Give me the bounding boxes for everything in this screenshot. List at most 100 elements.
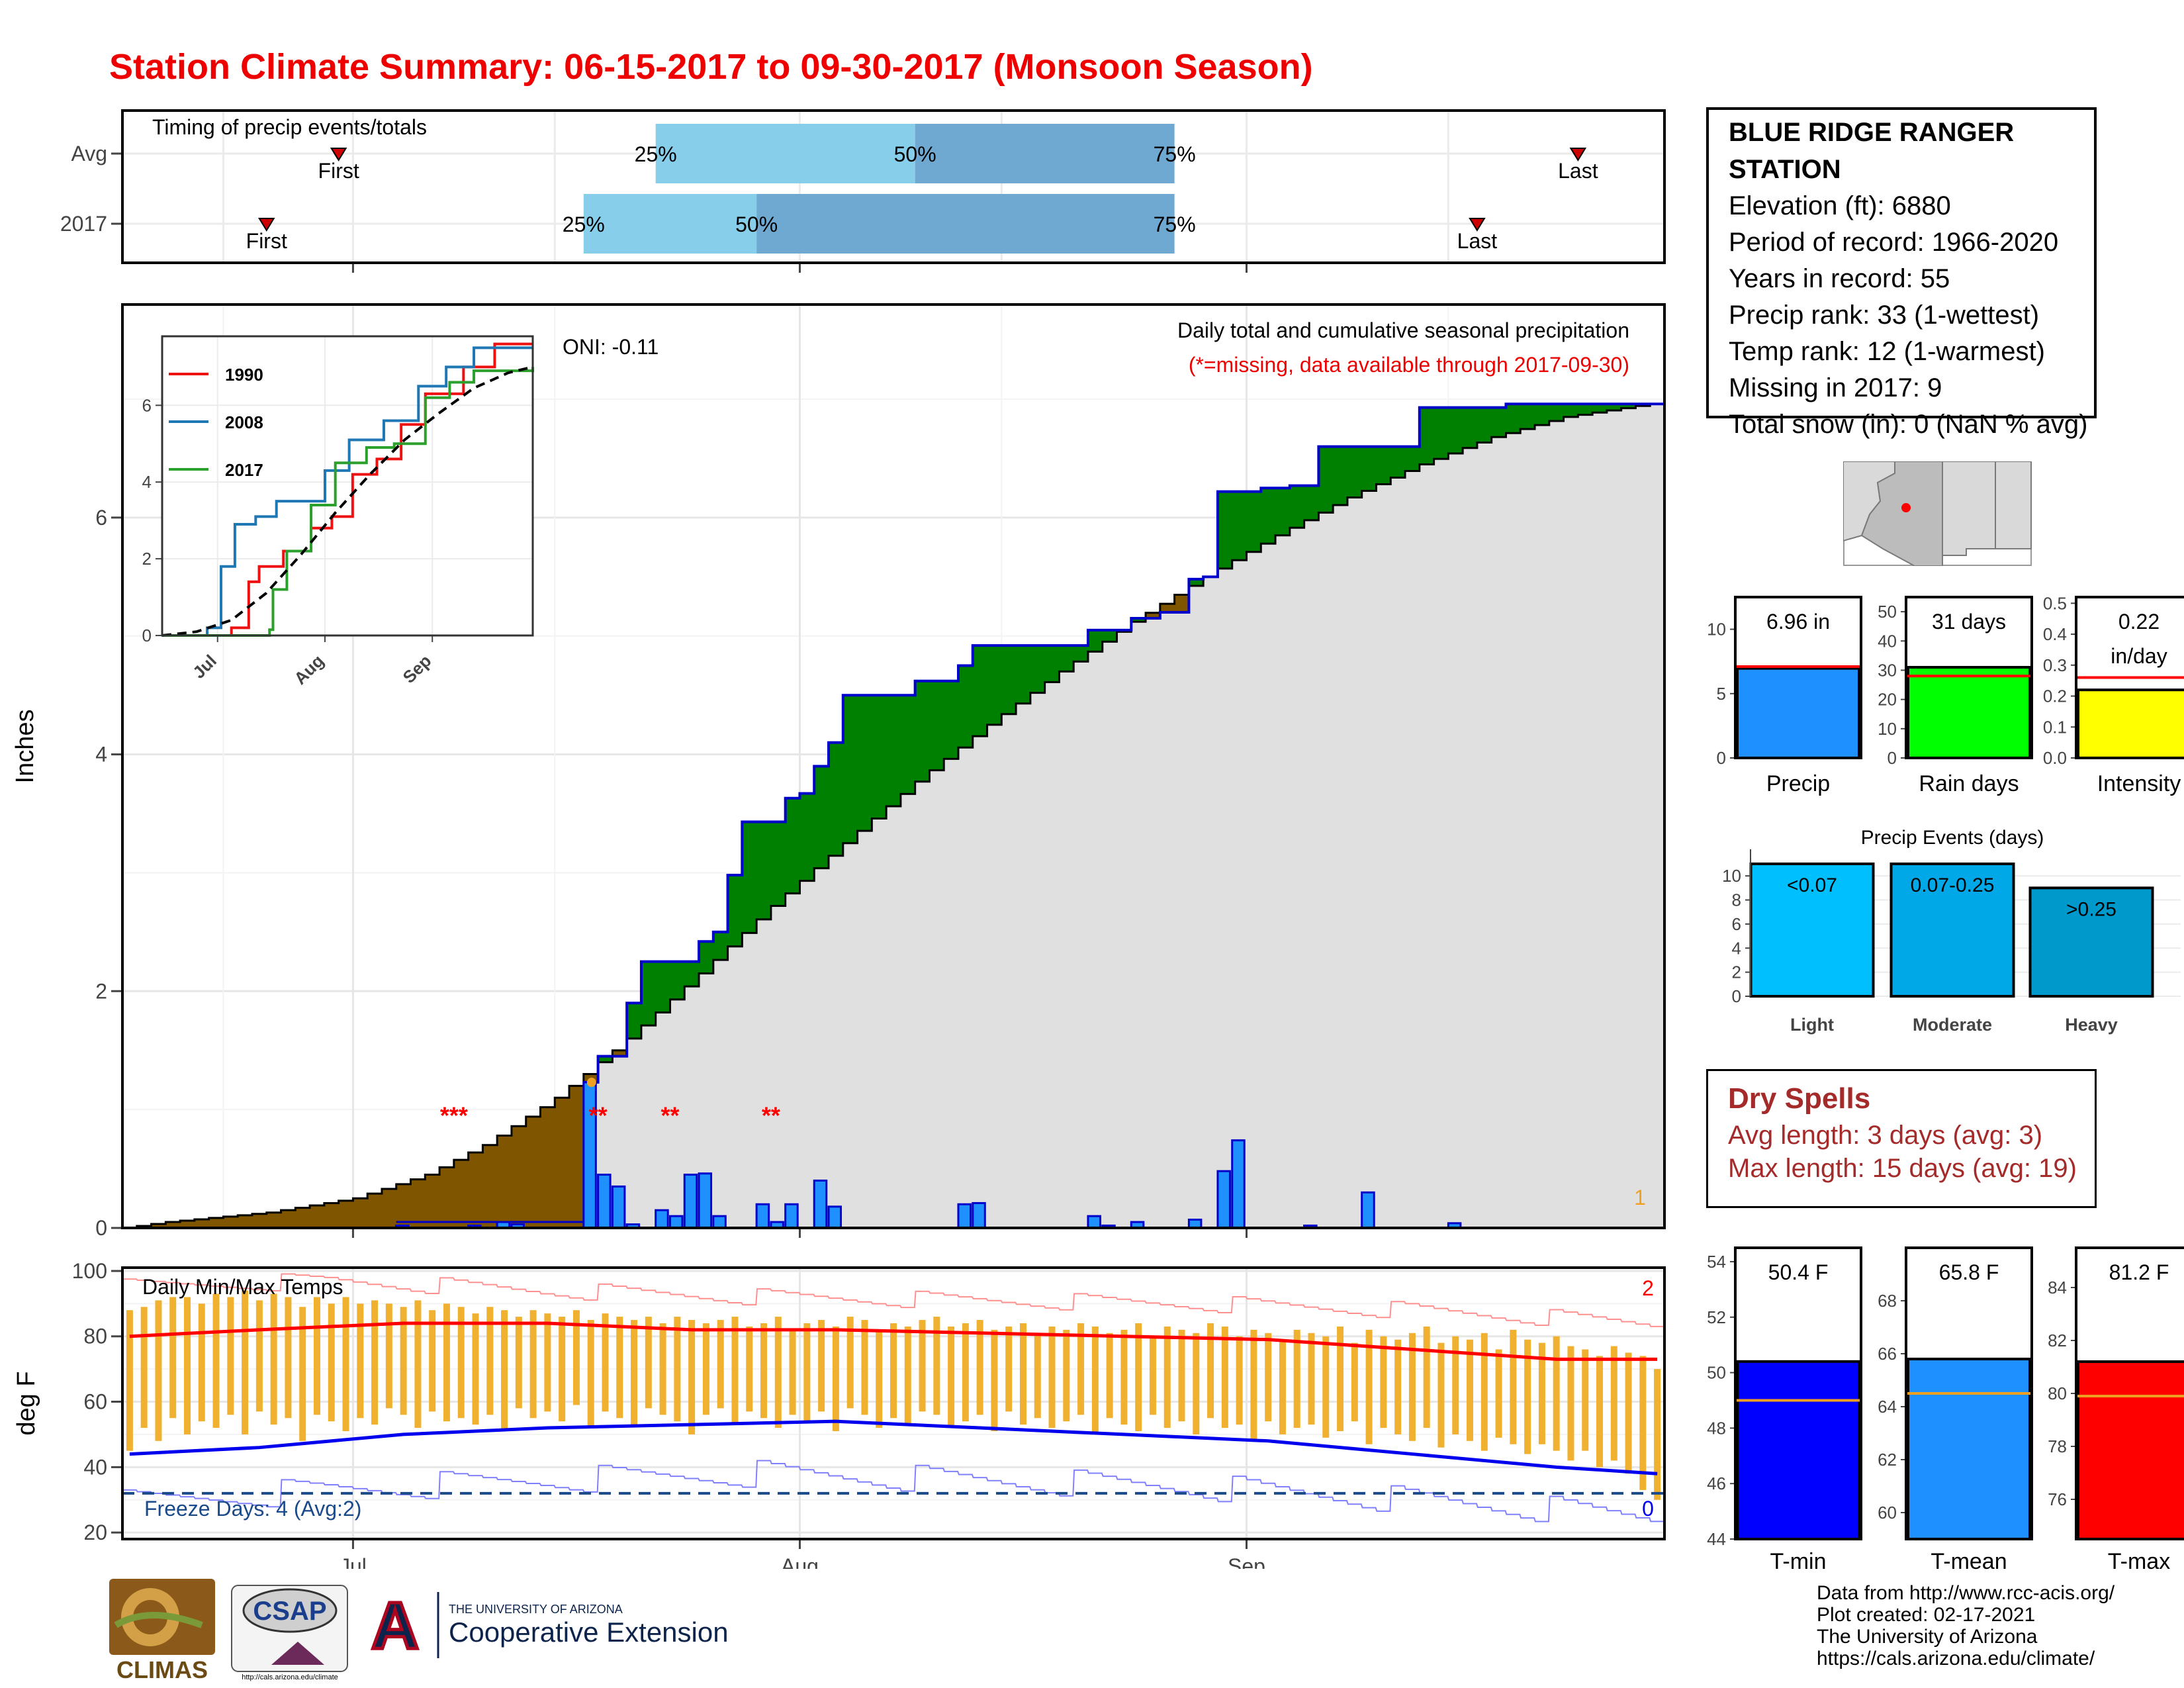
- precip-above-avg-area: [627, 1003, 642, 1039]
- temp-daily-range-bar: [1524, 1339, 1531, 1454]
- temp-summary-bar: [2077, 1360, 2184, 1540]
- main-charts: 25% 50% 75% First Last Avg 25% 50% 75% First Last 2…: [11, 109, 1666, 1569]
- temp-y-tick-label: 60: [83, 1390, 107, 1414]
- svg-text:A: A: [371, 1589, 419, 1663]
- precip-summary-y-tick-label: 0.4: [2043, 624, 2067, 644]
- precip-above-avg-area: [987, 645, 1002, 725]
- events-bar: [1749, 863, 1875, 998]
- temp-daily-range-bar: [1005, 1326, 1013, 1412]
- timing-marker-label: Last: [1558, 159, 1598, 183]
- temp-daily-range-bar: [1510, 1329, 1517, 1444]
- precip-above-avg-area: [1232, 491, 1248, 561]
- temp-daily-range-bar: [803, 1323, 811, 1422]
- precip-below-avg-area: [540, 1107, 555, 1228]
- temp-daily-range-bar: [587, 1320, 594, 1429]
- timing-band-25-50: [583, 194, 757, 254]
- temp-daily-range-bar: [1394, 1339, 1402, 1434]
- temp-daily-range-bar: [414, 1300, 422, 1429]
- precip-below-avg-area: [281, 1210, 296, 1228]
- temp-daily-range-bar: [1452, 1336, 1459, 1434]
- precip-above-avg-area: [1131, 618, 1146, 622]
- temp-daily-range-bar: [1567, 1346, 1574, 1461]
- precip-above-avg-area: [915, 680, 931, 782]
- precip-summary-category-label: Rain days: [1919, 771, 2019, 796]
- events-y-tick-label: 10: [1722, 866, 1741, 886]
- temp-summary-y-tick-label: 52: [1707, 1307, 1726, 1327]
- timing-marker-label: First: [318, 159, 359, 183]
- temp-daily-range-bar: [1351, 1342, 1358, 1422]
- precip-summary-y-tick-label: 0.3: [2043, 655, 2067, 675]
- timing-quantile-label: 25%: [563, 212, 605, 236]
- precip-above-avg-area: [799, 793, 815, 881]
- precip-missing-mark: **: [589, 1102, 608, 1129]
- svg-text:http://cals.arizona.edu/climat: http://cals.arizona.edu/climate: [242, 1673, 338, 1681]
- temp-summary-value-label: 65.8 F: [1939, 1260, 1999, 1284]
- precip-above-avg-area: [1217, 491, 1233, 569]
- precip-summary-y-tick-label: 50: [1878, 602, 1897, 622]
- temp-daily-range-bar: [1538, 1342, 1545, 1444]
- precip-above-avg-area: [727, 875, 743, 947]
- temp-daily-range-bar: [1625, 1352, 1632, 1474]
- precip-daily-bar: [784, 1203, 799, 1229]
- precip-summary-bar: [1736, 667, 1860, 759]
- temp-summary-y-tick-label: 48: [1707, 1418, 1726, 1438]
- timing-marker-icon: [1469, 218, 1486, 232]
- tmin-avg-line: [129, 1419, 1658, 1476]
- station-location-marker: [1901, 503, 1911, 512]
- events-y-tick-label: 0: [1732, 986, 1741, 1006]
- precip-above-avg-area: [1549, 404, 1565, 421]
- temp-daily-range-bar: [1279, 1339, 1286, 1434]
- temp-daily-range-bar: [976, 1320, 983, 1415]
- temp-daily-range-bar: [904, 1326, 911, 1425]
- precip-above-avg-area: [900, 695, 916, 794]
- ua-logo: A THE UNIVERSITY OF ARIZONA Cooperative …: [364, 1587, 729, 1665]
- precip-y-axis-label: Inches: [11, 710, 39, 784]
- precip-above-avg-area: [1347, 446, 1363, 498]
- temp-daily-range-bar: [1293, 1329, 1300, 1429]
- precip-above-avg-area: [1506, 404, 1521, 434]
- temp-daily-range-bar: [1135, 1323, 1142, 1431]
- precip-above-avg-area: [1030, 645, 1046, 693]
- tmax-record-count: 2: [1642, 1276, 1654, 1300]
- inset-legend-label: 2008: [225, 412, 263, 432]
- temp-daily-range-bar: [846, 1317, 854, 1409]
- precip-above-avg-area: [872, 695, 887, 819]
- temp-daily-range-bar: [933, 1317, 940, 1415]
- temp-daily-range-bar: [948, 1326, 955, 1429]
- temp-daily-range-bar: [832, 1326, 839, 1431]
- temp-daily-range-bar: [457, 1307, 465, 1419]
- temp-summary-category-label: T-max: [2108, 1549, 2170, 1574]
- temp-daily-range-bar: [1322, 1336, 1330, 1438]
- temp-daily-range-bar: [616, 1317, 623, 1419]
- precip-below-avg-area: [525, 1116, 541, 1228]
- precip-above-avg-area: [1448, 407, 1463, 453]
- temp-summary-y-tick-label: 84: [2048, 1278, 2067, 1297]
- precip-below-avg-area: [425, 1174, 440, 1228]
- temp-daily-range-bar: [1437, 1342, 1445, 1448]
- precip-above-avg-area: [929, 680, 944, 771]
- locator-map: [1843, 461, 2032, 566]
- precip-y-tick-label: 6: [95, 506, 107, 530]
- temp-daily-range-bar: [472, 1313, 479, 1425]
- precip-above-avg-area: [770, 821, 786, 906]
- temp-x-tick-label: Aug: [781, 1554, 819, 1569]
- station-temp-rank: Temp rank: 12 (1-warmest): [1729, 337, 2045, 366]
- temp-daily-range-bar: [285, 1297, 292, 1419]
- temp-daily-range-bar: [429, 1310, 436, 1412]
- precip-above-avg-area: [1405, 446, 1420, 471]
- precip-summary-frame: [1905, 596, 2033, 759]
- timing-marker-icon: [330, 148, 347, 162]
- precip-daily-bar: [1361, 1191, 1375, 1229]
- credits-url: https://cals.arizona.edu/climate/: [1817, 1648, 2095, 1669]
- precip-above-avg-area: [1390, 446, 1406, 478]
- temp-daily-range-bar: [242, 1290, 249, 1434]
- precip-below-avg-area: [151, 1224, 166, 1228]
- precip-below-avg-area: [453, 1160, 469, 1228]
- temp-y-tick-label: 40: [83, 1455, 107, 1479]
- temp-summary-frame: [1734, 1246, 1862, 1540]
- temp-daily-range-bar: [1163, 1326, 1171, 1429]
- temp-daily-range-bar: [659, 1323, 666, 1415]
- events-bin-label: >0.25: [2066, 898, 2116, 920]
- precip-below-avg-area: [266, 1212, 282, 1228]
- precip-2017-line: [583, 402, 1664, 1084]
